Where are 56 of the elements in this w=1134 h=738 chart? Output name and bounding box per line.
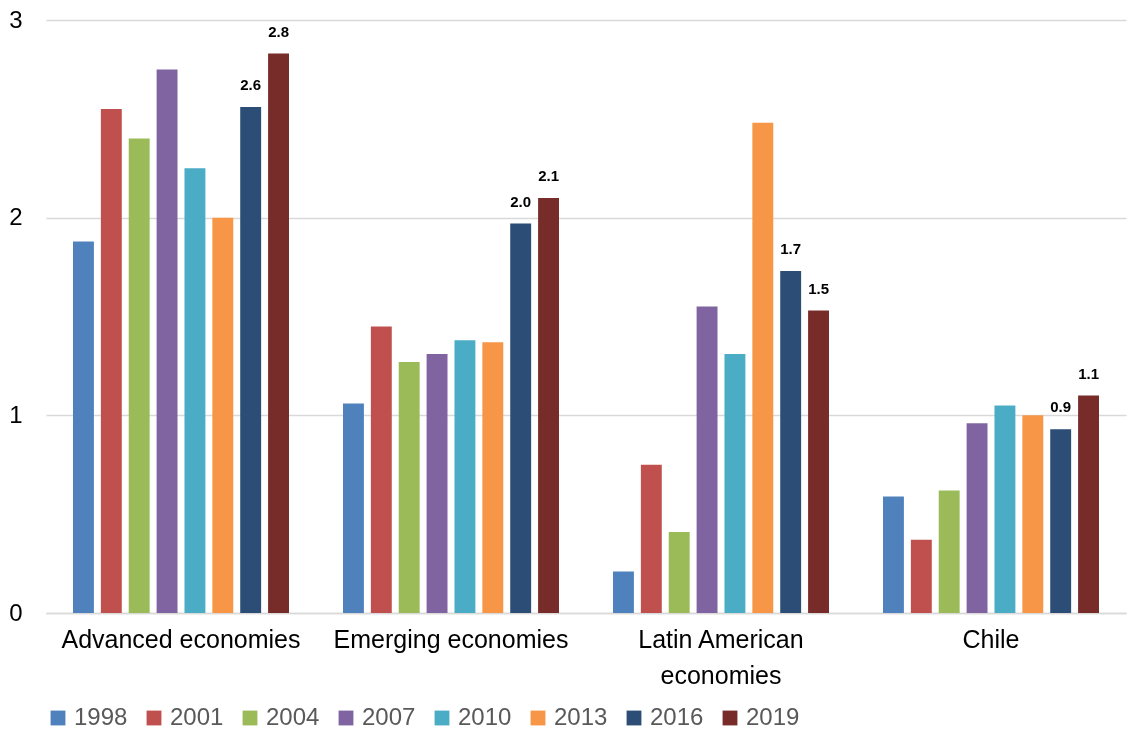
bar xyxy=(966,423,988,613)
y-tick-label: 2 xyxy=(9,203,23,231)
bar xyxy=(398,361,420,613)
legend-label: 2004 xyxy=(266,703,320,730)
bar xyxy=(73,241,94,613)
bar xyxy=(780,271,802,613)
bar xyxy=(538,197,559,613)
legend-label: 2007 xyxy=(362,703,416,730)
data-label: 2.8 xyxy=(268,22,289,40)
bar xyxy=(454,340,476,613)
bar xyxy=(1050,429,1072,613)
bar xyxy=(1022,415,1044,613)
bar xyxy=(482,342,504,613)
bar xyxy=(724,354,746,613)
data-label: 2.6 xyxy=(240,75,262,93)
data-label: 2.1 xyxy=(538,166,559,184)
bar xyxy=(994,405,1016,613)
bar xyxy=(343,403,364,613)
y-tick-label: 0 xyxy=(9,598,23,626)
data-label: 1.5 xyxy=(808,279,829,297)
bar xyxy=(696,306,718,613)
bar xyxy=(510,223,532,613)
bar xyxy=(128,138,150,613)
data-label: 1.1 xyxy=(1078,364,1099,382)
bar xyxy=(910,539,932,613)
bar xyxy=(156,69,178,613)
legend-label: 2001 xyxy=(170,703,224,730)
data-label: 2.0 xyxy=(510,192,532,210)
bar xyxy=(752,122,774,613)
bar xyxy=(370,326,392,613)
legend-label: 2016 xyxy=(650,703,704,730)
bar xyxy=(613,571,634,613)
bar xyxy=(938,490,960,613)
bar xyxy=(808,310,829,613)
bar xyxy=(268,53,289,613)
x-tick-label: Advanced economies xyxy=(61,624,301,653)
bar xyxy=(1078,395,1099,613)
x-tick-label: Chile xyxy=(962,624,1020,653)
data-label: 1.7 xyxy=(780,240,802,258)
legend-label: 1998 xyxy=(74,703,128,730)
bar xyxy=(668,531,690,613)
bar xyxy=(240,106,262,613)
legend-label: 2019 xyxy=(746,703,800,730)
bar xyxy=(640,464,662,613)
x-tick-label: Latin American economies xyxy=(638,624,804,689)
legend-label: 2010 xyxy=(458,703,512,730)
y-tick-label: 3 xyxy=(9,5,23,33)
data-label: 0.9 xyxy=(1050,398,1072,416)
y-tick-label: 1 xyxy=(9,400,23,428)
bar xyxy=(212,217,234,613)
bar xyxy=(426,354,448,613)
bar xyxy=(100,108,122,613)
x-tick-label: Emerging economies xyxy=(333,624,569,653)
bar xyxy=(184,168,206,613)
bar xyxy=(883,496,904,613)
legend-label: 2013 xyxy=(554,703,608,730)
